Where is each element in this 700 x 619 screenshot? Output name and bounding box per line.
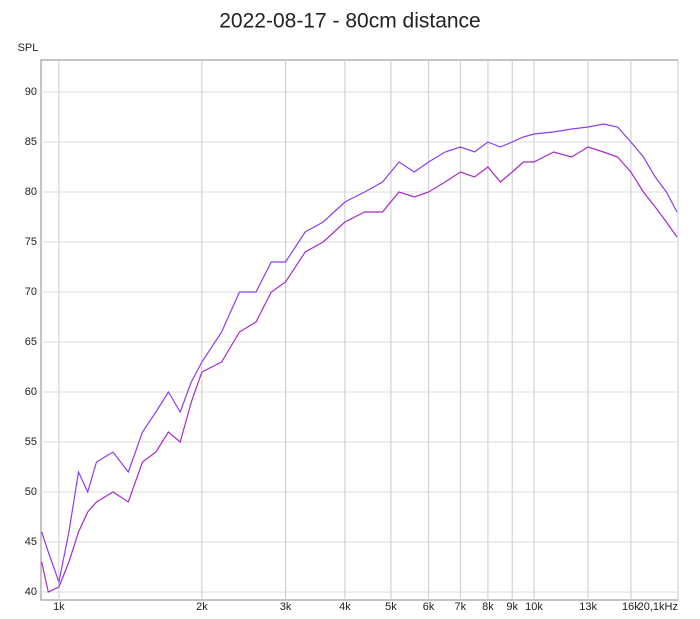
y-tick-label: 80 xyxy=(25,186,37,198)
y-tick-label: 60 xyxy=(25,386,37,398)
x-tick-label: 5k xyxy=(385,601,397,613)
x-tick-label: 6k xyxy=(423,601,435,613)
y-tick-label: 50 xyxy=(25,486,37,498)
y-tick-label: 85 xyxy=(25,136,37,148)
y-tick-label: 70 xyxy=(25,286,37,298)
x-tick-label: 8k xyxy=(482,601,494,613)
x-tick-label: 9k xyxy=(506,601,518,613)
y-tick-label: 40 xyxy=(25,586,37,598)
chart-title: 2022-08-17 - 80cm distance xyxy=(219,10,481,33)
y-axis-label: SPL xyxy=(18,42,39,54)
y-tick-label: 55 xyxy=(25,436,37,448)
y-tick-label: 45 xyxy=(25,536,37,548)
x-tick-label: 2k xyxy=(196,601,208,613)
series-line xyxy=(41,146,678,593)
x-tick-label: 4k xyxy=(339,601,351,613)
x-tick-label: 1k xyxy=(53,601,65,613)
x-tick-label: 7k xyxy=(455,601,467,613)
y-tick-label: 75 xyxy=(25,236,37,248)
x-tick-label: 13k xyxy=(579,601,597,613)
series-line xyxy=(41,123,678,585)
x-tick-label: 10k xyxy=(525,601,543,613)
x-tick-label: 16k xyxy=(622,601,640,613)
plot-frame xyxy=(40,59,679,601)
x-tick-label: 3k xyxy=(280,601,292,613)
x-tick-label: 20,1kHz xyxy=(638,601,678,613)
y-tick-label: 65 xyxy=(25,336,37,348)
y-tick-label: 90 xyxy=(25,86,37,98)
